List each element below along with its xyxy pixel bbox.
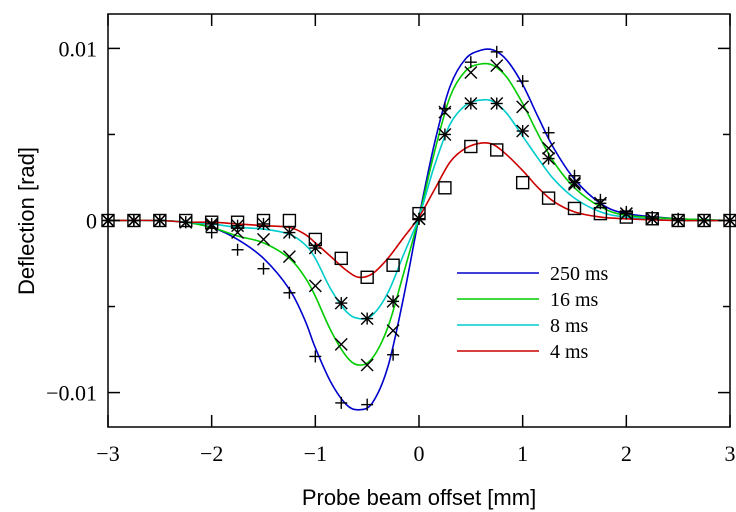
series-250-ms (107, 48, 731, 411)
series-layer (101, 45, 736, 411)
data-point-4-ms (671, 213, 685, 228)
data-point-4-ms (645, 212, 659, 226)
data-point-4-ms (567, 201, 582, 216)
data-point-4-ms (127, 213, 141, 228)
data-point-4-ms (412, 206, 426, 221)
data-point-4-ms (490, 143, 504, 157)
data-point-8-ms (438, 127, 452, 141)
data-point-250-ms (361, 398, 374, 411)
data-point-16-ms (282, 250, 296, 264)
x-tick-label: 1 (517, 441, 528, 466)
data-point-8-ms (231, 219, 245, 233)
x-tick-label: −1 (304, 441, 327, 466)
data-point-8-ms (619, 207, 633, 221)
data-point-8-ms (697, 214, 711, 227)
data-point-250-ms (257, 262, 270, 275)
data-point-4-ms (256, 213, 271, 228)
x-tick-label: 3 (725, 441, 736, 466)
data-point-16-ms (542, 141, 556, 155)
y-axis-title: Deflection [rad] (14, 147, 39, 295)
x-tick-label: −2 (200, 441, 223, 466)
data-point-16-ms (308, 279, 322, 293)
y-tick-label: −0.01 (46, 381, 97, 406)
data-point-8-ms (282, 226, 296, 240)
legend-label: 8 ms (550, 315, 589, 337)
series-line-4-ms (107, 142, 731, 279)
series-markers-250-ms (102, 45, 736, 411)
series-line-8-ms (107, 98, 731, 320)
data-point-8-ms (671, 214, 685, 227)
data-point-8-ms (386, 294, 400, 308)
data-point-250-ms (231, 243, 244, 256)
data-point-8-ms (516, 124, 530, 138)
data-point-8-ms (153, 214, 167, 227)
series-16-ms (107, 62, 731, 366)
data-point-8-ms (645, 212, 659, 226)
data-point-16-ms (334, 337, 348, 351)
y-tick-label: 0 (86, 209, 97, 234)
series-markers-8-ms (101, 96, 736, 326)
data-point-16-ms (516, 100, 530, 114)
data-point-16-ms (438, 105, 452, 119)
data-point-4-ms (515, 175, 530, 190)
series-8-ms (107, 98, 731, 320)
series-markers-4-ms (101, 139, 736, 284)
series-4-ms (107, 142, 731, 279)
x-tick-label: 2 (621, 441, 632, 466)
x-axis-title: Probe beam offset [mm] (302, 485, 536, 510)
x-tick-label: 0 (414, 441, 425, 466)
data-point-8-ms (412, 212, 426, 226)
data-point-4-ms (308, 232, 323, 247)
data-point-4-ms (541, 191, 556, 205)
data-point-4-ms (438, 181, 452, 195)
data-point-8-ms (568, 176, 581, 190)
data-point-4-ms (464, 139, 478, 154)
legend-label: 4 ms (550, 341, 589, 363)
data-point-16-ms (360, 358, 374, 372)
data-point-250-ms (309, 350, 322, 363)
data-point-16-ms (257, 232, 270, 246)
data-point-8-ms (334, 296, 348, 310)
data-point-250-ms (387, 348, 400, 361)
data-point-4-ms (360, 270, 374, 284)
y-tick-label: 0.01 (59, 36, 98, 61)
data-point-4-ms (619, 210, 634, 224)
data-point-16-ms (386, 324, 400, 338)
legend: 250 ms 16 ms 8 ms 4 ms (457, 263, 609, 363)
data-point-16-ms (464, 66, 478, 80)
data-point-8-ms (127, 214, 141, 227)
data-point-250-ms (283, 286, 296, 299)
data-point-250-ms (490, 45, 503, 58)
legend-label: 16 ms (550, 289, 599, 311)
data-point-4-ms (334, 251, 348, 266)
data-point-8-ms (542, 152, 556, 166)
x-tick-label: −3 (96, 441, 119, 466)
data-point-250-ms (335, 396, 348, 409)
series-line-250-ms (107, 48, 731, 411)
data-point-4-ms (282, 213, 297, 228)
data-point-4-ms (697, 213, 711, 228)
data-point-4-ms (204, 215, 219, 229)
data-point-8-ms (308, 241, 322, 255)
ticks-layer: −3 −2 −1 0 1 2 3 0.01 0 −0.01 (46, 14, 736, 466)
data-point-16-ms (490, 59, 504, 73)
data-point-8-ms (360, 312, 374, 326)
legend-label: 250 ms (550, 263, 609, 285)
data-point-4-ms (593, 206, 608, 221)
data-point-4-ms (179, 213, 193, 228)
data-point-4-ms (153, 213, 167, 228)
data-point-250-ms (542, 126, 555, 139)
data-point-250-ms (516, 75, 529, 88)
series-line-16-ms (107, 62, 731, 366)
data-point-8-ms (490, 96, 504, 110)
data-point-8-ms (464, 96, 478, 110)
data-point-4-ms (386, 258, 400, 272)
data-point-250-ms (464, 56, 477, 69)
data-point-8-ms (257, 217, 270, 231)
data-point-4-ms (230, 215, 245, 229)
